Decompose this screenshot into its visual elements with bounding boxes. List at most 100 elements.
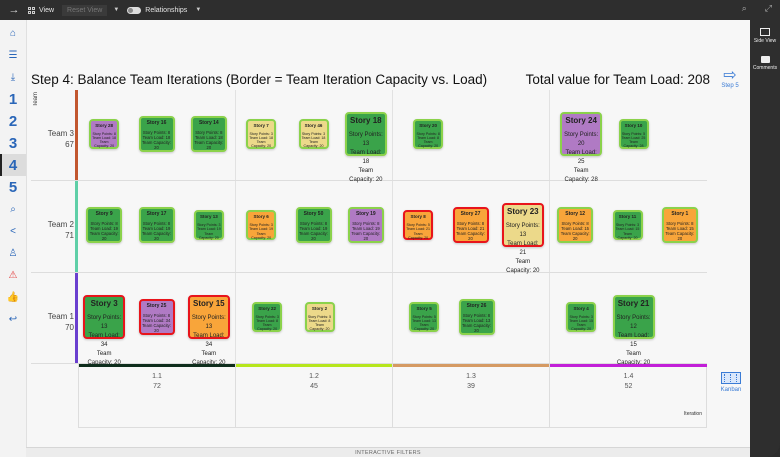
kanban-button[interactable]: Kanban [717,372,745,393]
home-icon[interactable]: ⌂ [9,27,17,39]
undo-icon[interactable]: ↩ [8,313,18,325]
story-capacity: Team Capacity: 20 [87,350,121,366]
story-title: Story 24 [565,115,597,125]
story-title: Story 17 [146,211,167,217]
story-title: Story 50 [303,211,324,217]
chevron-down-icon[interactable]: ▼ [195,7,202,13]
nav-step-1[interactable]: 1 [8,90,18,108]
arrow-right-icon[interactable]: → [8,4,20,16]
story-load: Team Load: 34 [193,332,225,348]
interactive-filters-bar[interactable]: INTERACTIVE FILTERS [26,447,750,457]
story-card[interactable]: Story 4 Story Points: 3 Team Load: 15 Team … [566,301,597,332]
nav-step-4[interactable]: 4 [0,154,26,176]
story-load: Team Load: 19 [196,227,221,232]
story-load: Team Load: 25 [621,135,646,140]
story-card[interactable]: Story 22 Story Points: 3 Team Load: 8 Team … [252,301,283,332]
column-divider [392,181,393,272]
story-card[interactable]: Story 28 Story Points: 8 Team Load: 18 Team… [89,118,120,149]
story-capacity: Team Capacity: 20 [89,231,119,241]
story-title: Story 23 [507,207,539,216]
story-card[interactable]: Story 5 Story Points: 5 Team Load: 13 Team … [409,301,440,332]
story-card[interactable]: Story 20 Story Points: 8 Team Load: 8 Team … [413,118,444,149]
story-card[interactable]: Story 15 Story Points: 13 Team Load: 34 Tea… [187,294,230,366]
iteration-color-bar [550,364,707,367]
story-card[interactable]: Story 17 Story Points: 8 Team Load: 19 Team… [138,207,175,243]
story-card[interactable]: Story 27 Story Points: 8 Team Load: 21 Team… [452,207,489,243]
story-card[interactable]: Story 2 Story Points: 5 Team Load: 8 Team C… [304,301,335,332]
column-divider [392,273,393,363]
story-card[interactable]: Story 23 Story Points: 13 Team Load: 21 Tea… [501,203,544,274]
story-card[interactable]: Story 18 Story Points: 13 Team Load: 18 Tea… [344,111,387,183]
team-name: Team 3 [47,128,74,138]
story-card[interactable]: Story 21 Story Points: 12 Team Load: 15 Tea… [612,294,655,366]
iteration-axis: Iteration 1.1 72 1.2 45 1.3 39 1.4 52 [78,364,707,428]
expand-icon[interactable]: ⤢ [764,3,772,13]
story-card[interactable]: Story 8 Story Points: 5 Team Load: 21 Team … [403,210,434,240]
story-card[interactable]: Story 7 Story Points: 3 Team Load: 18 Team … [246,118,277,149]
story-points: Story Points: 8 [561,221,589,226]
story-points: Story Points: 3 [569,314,593,319]
story-title: Story 22 [258,305,277,311]
reset-view-button[interactable]: Reset View [62,4,108,16]
nav-step-5[interactable]: 5 [8,178,18,196]
comments-button[interactable]: Comments [750,56,780,71]
story-card[interactable]: Story 9 Story Points: 8 Team Load: 19 Team … [86,207,123,243]
story-points: Story Points: 8 [142,129,171,135]
team-cells: Story 9 Story Points: 8 Team Load: 19 Team … [78,181,707,274]
story-capacity: Team Capacity: 20 [349,167,383,183]
story-card[interactable]: Story 12 Story Points: 8 Team Load: 15 Team… [557,207,594,243]
step5-button[interactable]: ⇨ Step 5 [718,68,742,90]
story-load: Team Load: 19 [90,226,118,231]
story-card[interactable]: Story 10 Story Points: 5 Team Load: 25 Team… [618,118,649,149]
story-card[interactable]: Story 46 Story Points: 3 Team Load: 18 Team… [298,118,329,149]
chevron-down-icon[interactable]: ▼ [113,7,120,13]
team-row: Team 1 70 Story 3 Story Points: 13 Team Load… [31,273,707,366]
story-capacity: Team Capacity: 28 [564,167,598,183]
story-load: Team Load: 18 [249,135,274,140]
top-toolbar: → View Reset View ▼ Relationships ▼ ⌕ ⤢ [0,0,780,20]
story-points: Story Points: 8 [456,221,485,226]
story-card[interactable]: Story 14 Story Points: 8 Team Load: 18 Team… [190,115,227,152]
relationships-toggle[interactable]: Relationships [127,6,187,14]
story-points: Story Points: 8 [462,312,491,318]
story-card[interactable]: Story 3 Story Points: 13 Team Load: 34 Team… [83,294,126,366]
story-load: Team Load: 19 [299,226,328,231]
story-card[interactable]: Story 25 Story Points: 8 Team Load: 34 Team… [138,298,175,335]
story-points: Story Points: 8 [92,131,116,136]
list-icon[interactable]: ☰ [8,49,18,61]
story-title: Story 2 [311,305,328,311]
story-capacity: Team Capacity: 20 [142,231,171,241]
story-card[interactable]: Story 13 Story Points: 3 Team Load: 19 Team… [193,210,224,240]
story-card[interactable]: Story 1 Story Points: 8 Team Load: 15 Team … [661,207,698,243]
search-icon[interactable]: ⌕ [741,3,747,13]
main-canvas: Step 4: Balance Team Iterations (Border … [26,20,750,447]
comments-label: Comments [752,65,778,71]
story-card[interactable]: Story 11 Story Points: 3 Team Load: 15 Team… [612,210,643,240]
user-icon[interactable]: ♙ [8,247,18,259]
share-icon[interactable]: < [10,225,16,237]
story-points: Story Points: 8 [195,129,223,135]
story-capacity: Team Capacity: 20 [251,140,272,149]
view-button[interactable]: View [28,6,54,14]
nav-step-2[interactable]: 2 [8,112,18,130]
story-points: Story Points: 3 [249,223,273,227]
iteration-value: 52 [624,383,633,390]
warning-icon[interactable]: ⚠ [8,269,18,281]
download-icon[interactable]: ⤓ [10,71,16,83]
story-capacity: Team Capacity: 20 [456,231,485,241]
toggle-switch[interactable] [127,6,142,14]
side-view-button[interactable]: Side View [750,28,780,44]
total-value: Total value for Team Load: 208 [525,72,710,87]
thumbs-up-icon[interactable]: 👍 [6,291,20,303]
story-card[interactable]: Story 50 Story Points: 8 Team Load: 19 Team… [295,207,332,243]
story-card[interactable]: Story 19 Story Points: 8 Team Load: 19 Team… [347,207,384,243]
story-card[interactable]: Story 26 Story Points: 8 Team Load: 13 Team… [458,298,495,335]
story-points: Story Points: 8 [352,221,380,226]
story-capacity: Team Capacity: 20 [94,140,115,149]
story-card[interactable]: Story 24 Story Points: 20 Team Load: 25 Tea… [560,111,603,183]
story-card[interactable]: Story 16 Story Points: 8 Team Load: 18 Team… [138,115,175,152]
search-icon[interactable]: ⌕ [10,203,16,215]
nav-step-3[interactable]: 3 [8,134,18,152]
column-divider [235,181,236,272]
story-card[interactable]: Story 6 Story Points: 3 Team Load: 19 Team … [246,210,277,240]
